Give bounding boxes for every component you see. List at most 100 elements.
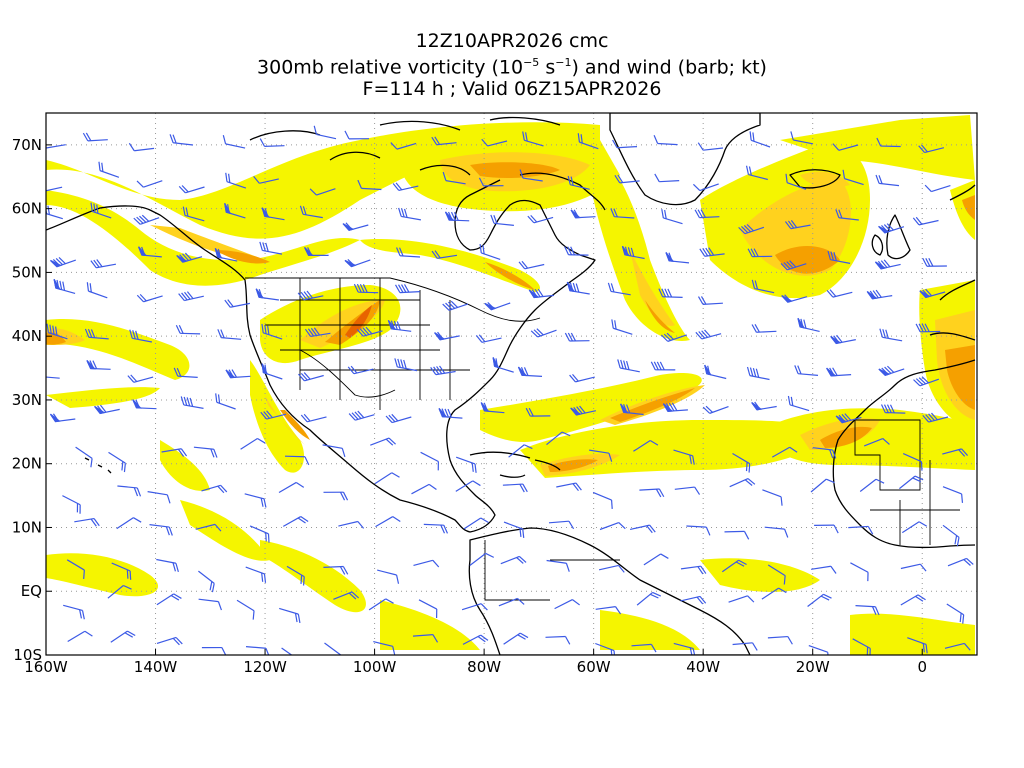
wind-barb	[522, 131, 544, 147]
wind-barb	[732, 452, 751, 473]
wind-barb	[110, 630, 136, 643]
wind-barb	[313, 125, 337, 140]
wind-barb	[395, 247, 421, 258]
wind-barb	[653, 135, 678, 146]
wind-barb	[922, 412, 949, 423]
wind-barb	[761, 587, 787, 600]
wind-barb	[784, 220, 811, 230]
wind-barb	[492, 357, 514, 373]
wind-barb	[253, 175, 279, 184]
x-tick-label: 20W	[796, 658, 830, 676]
wind-barb	[62, 495, 81, 514]
wind-barb	[922, 257, 947, 267]
x-tick-label: 40W	[686, 658, 720, 676]
wind-barb	[548, 520, 575, 530]
wind-barb	[214, 248, 238, 262]
coastlines	[46, 113, 976, 655]
wind-barb	[902, 453, 923, 471]
wind-barb	[463, 517, 489, 530]
plot-titles: 12Z10APR2026 cmc 300mb relative vorticit…	[0, 30, 1024, 100]
vorticity-contour-c1	[46, 387, 160, 408]
wind-barb	[132, 399, 157, 410]
wind-barb	[245, 566, 267, 583]
vorticity-contour-c3	[962, 195, 975, 220]
vorticity-contour-c3	[820, 426, 872, 448]
wind-barb	[866, 289, 893, 300]
y-tick-label: 60N	[12, 200, 42, 218]
wind-barb	[475, 334, 502, 343]
y-tick-label: 20N	[12, 455, 42, 473]
wind-barb	[344, 130, 370, 140]
wind-barb	[224, 299, 251, 308]
vorticity-contour-c3	[46, 332, 66, 345]
wind-barb	[942, 448, 969, 457]
wind-barbs	[46, 125, 974, 655]
vorticity-contour-c3	[470, 162, 560, 178]
vorticity-contour-c3	[945, 345, 975, 410]
wind-barb	[570, 405, 597, 416]
wind-barb	[484, 301, 511, 311]
vorticity-contour-c1	[950, 180, 975, 240]
wind-barb	[323, 491, 349, 501]
wind-barb	[660, 332, 687, 342]
wind-barb	[876, 137, 901, 148]
wind-barb	[412, 634, 439, 643]
wind-barb	[738, 224, 765, 235]
wind-barb	[222, 135, 246, 149]
wind-barb	[462, 634, 489, 645]
wind-barb	[842, 169, 864, 186]
wind-barb	[808, 645, 830, 655]
wind-barb	[201, 484, 228, 494]
wind-barb	[304, 246, 329, 256]
wind-barb	[592, 491, 613, 510]
wind-barb	[554, 599, 580, 610]
wind-barb	[814, 524, 839, 534]
wind-barb	[702, 405, 729, 414]
wind-barb	[749, 131, 771, 148]
title-line-3: F=114 h ; Valid 06Z15APR2026	[362, 78, 662, 101]
vorticity-contour-c1	[46, 190, 360, 286]
wind-barb	[797, 317, 820, 332]
wind-barb	[46, 323, 68, 340]
vorticity-contour-c3	[215, 250, 270, 264]
wind-barb	[728, 595, 755, 603]
wind-barb	[240, 437, 266, 450]
wind-barb	[746, 366, 770, 381]
plot-frame	[45, 112, 978, 656]
wind-barb	[90, 259, 117, 269]
wind-barb	[620, 403, 644, 416]
wind-barb	[377, 569, 400, 584]
wind-barb	[878, 223, 905, 234]
wind-barb	[46, 140, 66, 149]
vorticity-contour-c1	[260, 540, 366, 613]
wind-barb	[418, 599, 438, 618]
wind-barb	[195, 523, 222, 532]
wind-barb	[855, 605, 880, 616]
wind-barb	[879, 328, 903, 342]
wind-barb	[942, 524, 960, 547]
wind-barb	[438, 408, 463, 419]
wind-barb	[348, 410, 375, 421]
wind-barb	[721, 559, 747, 573]
axis-ticks: 160W 140W 120W 100W 80W 60W 40W 20W 0 70N 60N 50N 40…	[12, 136, 927, 676]
wind-barb	[481, 138, 508, 147]
wind-barb	[442, 171, 466, 185]
wind-barb	[673, 449, 695, 465]
wind-barb	[176, 252, 203, 263]
wind-barb	[411, 483, 437, 495]
vorticity-contour-c1	[600, 610, 700, 650]
vorticity-contour-c1	[46, 319, 190, 380]
wind-barb	[215, 393, 236, 410]
wind-barb	[697, 142, 724, 151]
wind-barb	[732, 642, 758, 651]
wind-barb	[947, 557, 974, 567]
wind-barb	[149, 524, 173, 536]
wind-barb	[261, 207, 285, 221]
wind-barb	[169, 134, 194, 146]
wind-barb	[614, 174, 640, 184]
wind-barb	[356, 326, 383, 337]
wind-barb	[762, 489, 783, 506]
vorticity-contour-c1	[160, 440, 210, 491]
wind-barb	[66, 559, 85, 580]
wind-barb	[944, 642, 971, 651]
